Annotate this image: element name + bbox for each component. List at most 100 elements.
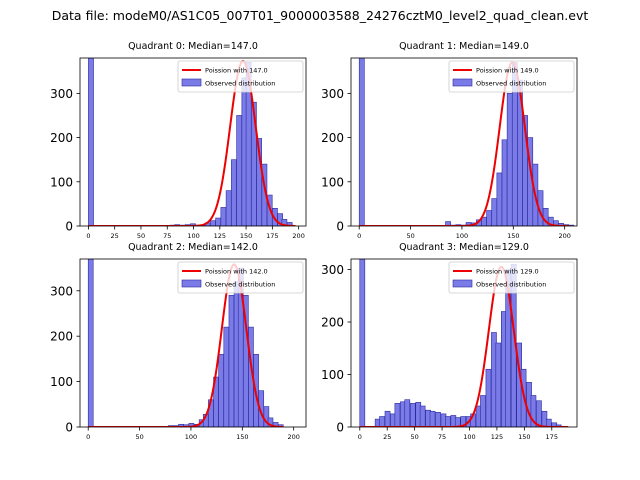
axes-frame	[79, 258, 307, 428]
y-tick-label: 300	[50, 87, 73, 101]
legend-label-observed: Observed distribution	[205, 80, 275, 88]
legend-bar-swatch	[181, 78, 202, 87]
histogram-bar	[536, 400, 542, 427]
y-tick-label: 0	[65, 421, 73, 435]
x-tick-label: 150	[518, 433, 530, 441]
subplot-title: Quadrant 0: Median=147.0	[128, 41, 258, 52]
histogram-bar	[429, 410, 436, 427]
y-tick-label: 200	[321, 316, 344, 330]
x-tick-label: 150	[240, 232, 252, 240]
plot-area	[87, 259, 284, 427]
x-tick-label: 175	[266, 232, 278, 240]
histogram-bar	[220, 207, 227, 226]
histogram-bar	[87, 259, 94, 427]
legend-box	[177, 261, 304, 294]
y-tick-label: 300	[321, 87, 344, 101]
histogram-bar	[445, 416, 451, 427]
x-tick-label: 175	[546, 433, 558, 441]
histogram-bar	[404, 399, 411, 427]
y-tick-label: 0	[336, 421, 344, 435]
subplot-title: Quadrant 1: Median=149.0	[399, 41, 529, 52]
y-tick-label: 100	[321, 368, 344, 382]
histogram-bar	[359, 259, 366, 427]
legend: Poission with 129.0 Observed distribution	[448, 261, 575, 294]
histogram-bar	[379, 416, 385, 427]
histogram-bar	[480, 395, 486, 427]
legend-bar-swatch	[452, 279, 473, 288]
legend: Poission with 142.0 Observed distribution	[177, 261, 304, 294]
x-tick-label: 100	[187, 232, 199, 240]
histogram-bar	[435, 411, 441, 427]
y-tick-label: 200	[321, 131, 344, 145]
x-tick-label: 100	[456, 232, 468, 240]
y-tick-label: 300	[321, 263, 344, 277]
legend: Poission with 147.0 Observed distribution	[177, 60, 304, 93]
axes-frame	[350, 258, 578, 428]
legend-label-poisson: Poission with 142.0	[205, 268, 268, 276]
y-tick-label: 200	[50, 131, 73, 145]
legend-bar-swatch	[452, 78, 473, 87]
histogram-bar	[485, 368, 492, 427]
y-tick-label: 0	[336, 220, 344, 234]
x-tick-label: 25	[111, 232, 119, 240]
histogram-bar	[486, 210, 492, 226]
x-tick-label: 50	[135, 433, 143, 441]
x-tick-label: 50	[406, 232, 414, 240]
legend-box	[448, 261, 575, 294]
legend-box	[448, 60, 575, 93]
legend-label-poisson: Poission with 147.0	[205, 67, 268, 75]
y-tick-label: 100	[321, 175, 344, 189]
x-tick-label: 50	[410, 433, 418, 441]
legend-label-observed: Observed distribution	[205, 281, 275, 289]
x-tick-label: 50	[137, 232, 145, 240]
histogram-bar	[460, 416, 467, 427]
legend-box	[177, 60, 304, 93]
histogram-bar	[496, 172, 503, 226]
chart-panel-quadrant-0: 0 25 50 75 100 125 150 175 200 0 100 200 300 Quadrant…	[50, 41, 307, 240]
y-tick-label: 100	[50, 375, 73, 389]
histogram-bar	[215, 217, 221, 226]
x-tick-label: 75	[163, 232, 171, 240]
y-tick-label: 200	[50, 330, 73, 344]
x-tick-label: 150	[236, 433, 248, 441]
histogram-bar	[236, 115, 243, 226]
y-tick-label: 0	[65, 220, 73, 234]
histogram-bar	[223, 326, 230, 427]
x-tick-label: 0	[86, 232, 90, 240]
y-tick-label: 100	[50, 175, 73, 189]
x-tick-label: 25	[383, 433, 391, 441]
chart-panel-quadrant-2: 0 50 100 150 200 0 100 200 300 Quadrant 2: Median…	[50, 242, 307, 441]
x-tick-label: 75	[438, 433, 446, 441]
histogram-bar	[88, 58, 94, 226]
histogram-bar	[286, 222, 293, 226]
histogram-bar	[228, 295, 235, 427]
poisson-fit-line	[359, 265, 569, 427]
x-tick-label: 200	[558, 232, 570, 240]
chart-panel-quadrant-1: 0 50 100 150 200 0 100 200 300 Quadrant 1: Median…	[321, 41, 578, 240]
x-tick-label: 125	[214, 232, 226, 240]
histogram-bar	[501, 139, 508, 226]
histogram-bar	[394, 403, 401, 427]
axes-frame	[350, 57, 578, 227]
figure-title: Data file: modeM0/AS1C05_007T01_90000035…	[52, 8, 589, 23]
legend: Poission with 149.0 Observed distribution	[448, 60, 575, 93]
subplot-title: Quadrant 3: Median=129.0	[399, 242, 529, 253]
legend-label-poisson: Poission with 149.0	[476, 67, 539, 75]
histogram-bar	[225, 190, 232, 226]
x-tick-label: 0	[86, 433, 90, 441]
x-tick-label: 125	[491, 433, 503, 441]
chart-panel-quadrant-3: 0 25 50 75 100 125 150 175 0 100 200 300 Quadrant 3:…	[321, 242, 578, 441]
histogram-bar	[506, 93, 513, 226]
x-tick-label: 0	[357, 232, 361, 240]
x-tick-label: 200	[287, 433, 299, 441]
histogram-bar	[218, 354, 224, 427]
histogram-bar	[491, 198, 498, 226]
legend-label-observed: Observed distribution	[476, 281, 546, 289]
histogram-bar	[545, 418, 552, 427]
histogram-bar	[495, 342, 502, 427]
histogram-bar	[358, 58, 365, 226]
legend-bar-swatch	[181, 279, 202, 288]
legend-label-observed: Observed distribution	[476, 80, 546, 88]
histogram-bar	[530, 395, 537, 427]
